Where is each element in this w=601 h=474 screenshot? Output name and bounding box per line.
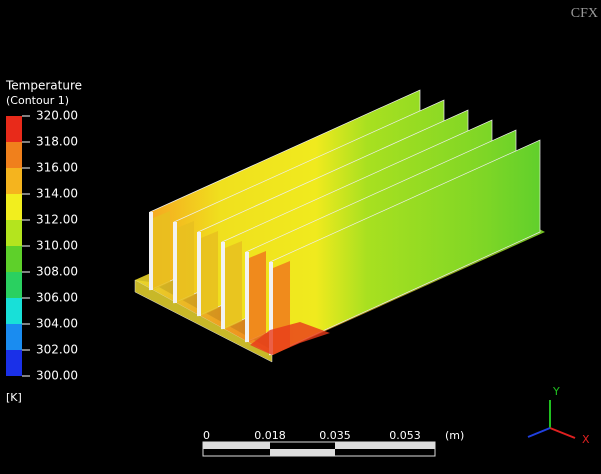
scale-unit: (m) [445,429,464,442]
legend-band [6,298,22,324]
fin-front-fill [153,211,170,290]
scale-label: 0.035 [319,429,351,442]
legend-band [6,142,22,168]
legend-unit: [K] [6,391,22,404]
scale-segment [335,442,435,449]
legend-band [6,220,22,246]
cfx-viewer: CFX Temperature (Contour 1) 320.00 318.00… [0,0,601,474]
x-axis-label: X [582,433,590,446]
legend-band [6,272,22,298]
legend-subtitle: (Contour 1) [6,94,69,107]
legend-level: 312.00 [36,213,78,227]
legend-band [6,116,22,142]
fin-edge [197,232,201,316]
fin-edge [221,242,225,329]
legend-band [6,168,22,194]
scale-label: 0.053 [389,429,421,442]
legend-level: 308.00 [36,265,78,279]
legend-level: 320.00 [36,109,78,123]
fin-front-fill [225,241,242,329]
fin-edge [245,252,249,342]
fin-front-fill [201,231,218,316]
scale-segment [203,442,270,449]
legend-level: 302.00 [36,343,78,357]
legend-level: 316.00 [36,161,78,175]
legend-band [6,194,22,220]
scale-label: 0 [203,429,210,442]
legend-band [6,324,22,350]
y-axis-label: Y [552,385,560,398]
legend-level: 300.00 [36,369,78,383]
legend-level: 306.00 [36,291,78,305]
legend-band [6,350,22,376]
fin-edge [149,212,153,290]
fin-front-fill [249,251,266,342]
legend-title: Temperature [5,79,82,93]
fin-edge [173,222,177,303]
legend-level: 304.00 [36,317,78,331]
legend-level: 314.00 [36,187,78,201]
scale-segment [270,449,335,456]
scale-label: 0.018 [254,429,286,442]
logo: CFX [571,6,598,21]
legend-level: 318.00 [36,135,78,149]
legend-band [6,246,22,272]
fin-front-fill [177,221,194,303]
legend-level: 310.00 [36,239,78,253]
